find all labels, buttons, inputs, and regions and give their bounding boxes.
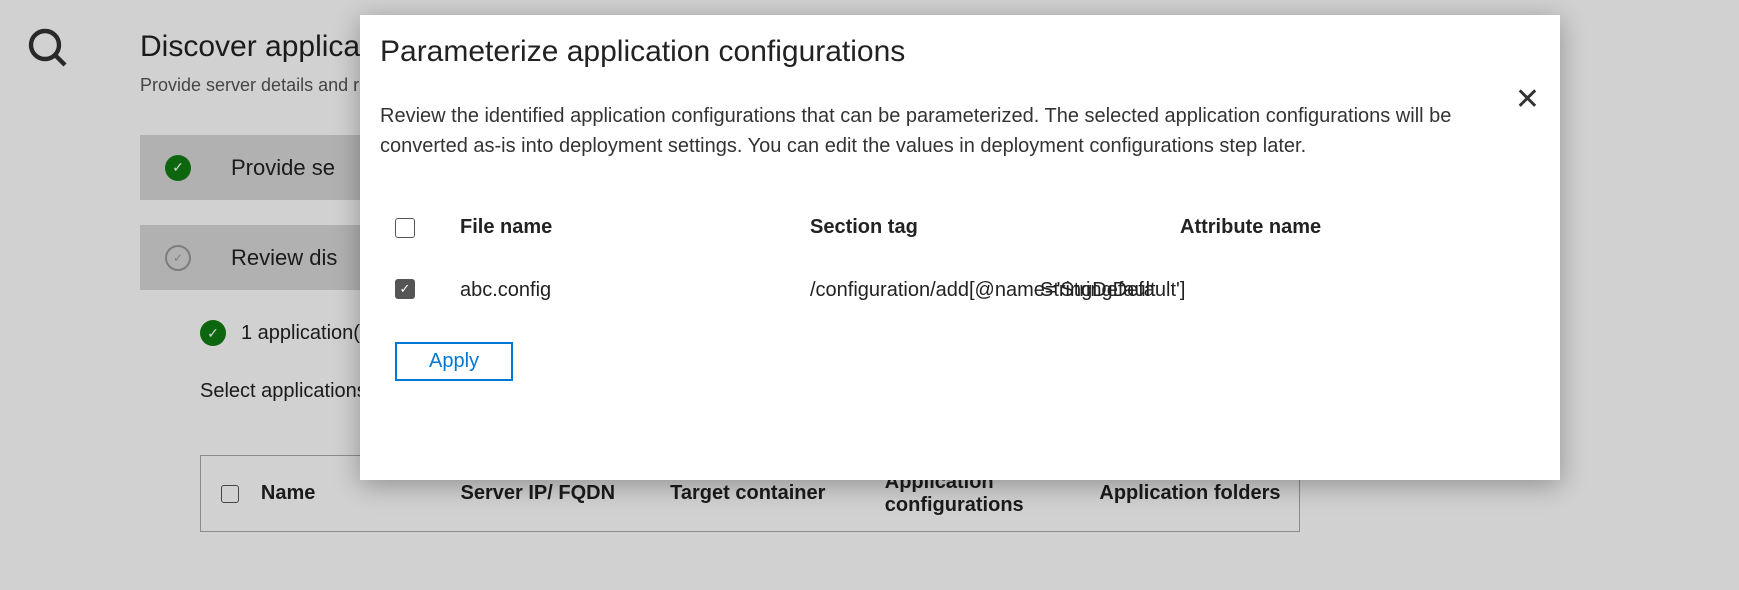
column-attribute-name: Attribute name: [1180, 216, 1480, 239]
modal-description: Review the identified application config…: [380, 101, 1480, 161]
cell-attribute-name: StringDefault: [1040, 279, 1340, 302]
select-all-checkbox[interactable]: [395, 218, 415, 238]
config-row: ✓ abc.config /configuration/add[@name='S…: [380, 279, 1540, 302]
parameterize-modal: Parameterize application configurations …: [360, 15, 1560, 480]
cell-file-name: abc.config: [460, 279, 810, 302]
close-icon[interactable]: ✕: [1515, 85, 1540, 115]
cell-section-tag: /configuration/add[@name='StringDefault'…: [810, 279, 1040, 302]
column-section-tag: Section tag: [810, 216, 1180, 239]
config-table-header: File name Section tag Attribute name: [380, 216, 1540, 239]
row-checkbox[interactable]: ✓: [395, 279, 415, 299]
config-table: File name Section tag Attribute name ✓ a…: [380, 216, 1540, 302]
modal-title: Parameterize application configurations: [380, 35, 1540, 69]
apply-button[interactable]: Apply: [395, 342, 513, 381]
column-file-name: File name: [460, 216, 810, 239]
